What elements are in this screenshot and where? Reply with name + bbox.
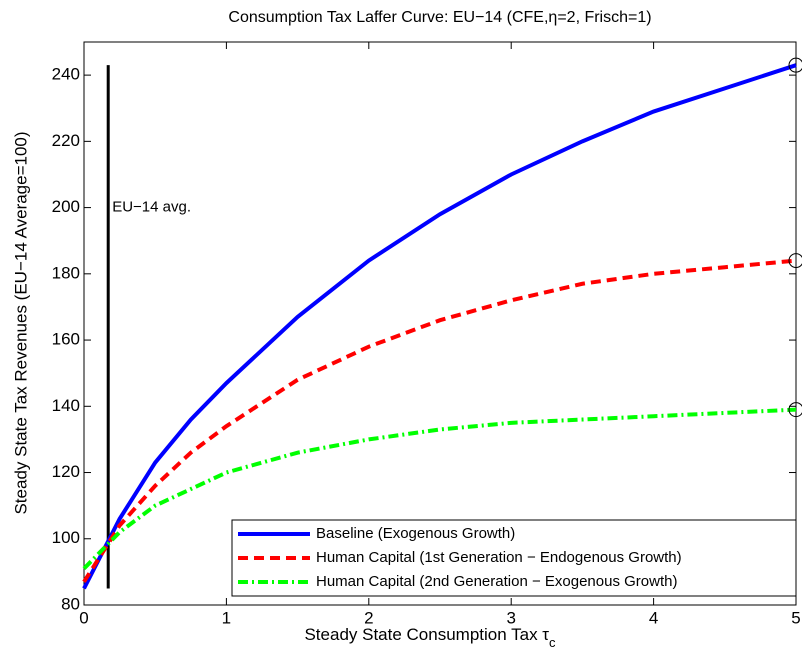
series-line: [82, 407, 797, 570]
y-tick-label: 240: [52, 65, 80, 84]
end-marker: [788, 402, 802, 418]
y-tick-label: 80: [61, 594, 80, 613]
x-axis-label-text: Steady State Consumption Tax τ: [304, 625, 549, 644]
y-tick-label: 120: [52, 462, 80, 481]
x-tick-label: 0: [79, 608, 88, 627]
y-axis-label: Steady State Tax Revenues (EU−14 Average…: [11, 131, 30, 514]
y-tick-label: 180: [52, 263, 80, 282]
y-tick-label: 220: [52, 131, 80, 150]
x-tick-label: 4: [649, 608, 658, 627]
y-tick-label: 100: [52, 528, 80, 547]
x-tick-label: 1: [222, 608, 231, 627]
end-marker: [788, 57, 802, 73]
y-tick-label: 200: [52, 197, 80, 216]
legend-label: Human Capital (2nd Generation − Exogenou…: [316, 573, 677, 590]
plot-frame: [83, 41, 797, 606]
x-axis-label-subscript: c: [549, 635, 556, 650]
annotation: EU−14 avg.: [112, 199, 191, 216]
x-tick-label: 3: [506, 608, 515, 627]
y-tick-label: 140: [52, 396, 80, 415]
x-tick-label: 2: [364, 608, 373, 627]
x-tick-label: 5: [791, 608, 800, 627]
legend-label: Human Capital (1st Generation − Endogeno…: [316, 549, 682, 566]
legend-box: [231, 519, 797, 597]
legend-label: Baseline (Exogenous Growth): [316, 525, 515, 542]
end-marker: [788, 253, 802, 269]
series-line: [82, 63, 797, 590]
y-tick-label: 160: [52, 330, 80, 349]
chart-title: Consumption Tax Laffer Curve: EU−14 (CFE…: [228, 9, 651, 26]
series-line: [82, 258, 797, 583]
x-axis-label: Steady State Consumption Tax τc: [304, 625, 556, 650]
